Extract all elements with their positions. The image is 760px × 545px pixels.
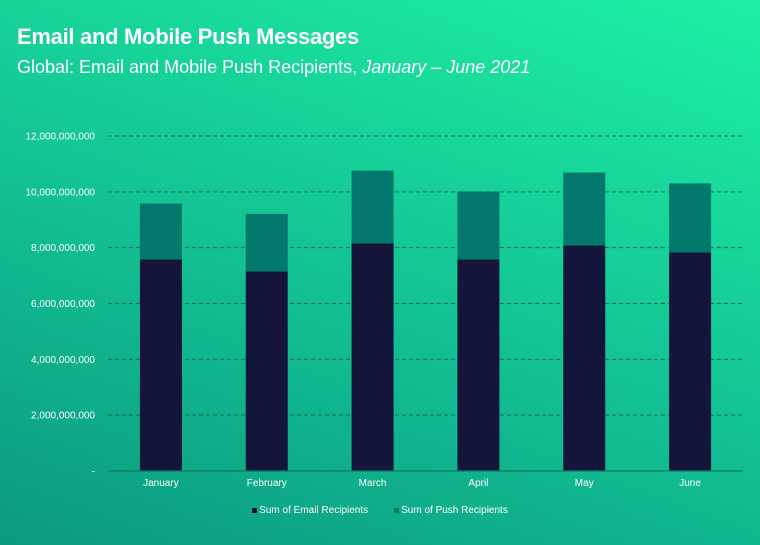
subtitle-main: Global: Email and Mobile Push Recipients… bbox=[17, 57, 363, 77]
legend-swatch-push bbox=[394, 508, 400, 513]
legend-swatch-email bbox=[252, 508, 258, 513]
bar-email bbox=[351, 243, 394, 471]
legend-label-push: Sum of Push Recipients bbox=[401, 505, 508, 516]
y-tick-label: 8,000,000,000 bbox=[31, 243, 95, 254]
legend-label-email: Sum of Email Recipients bbox=[259, 505, 369, 516]
y-tick-label: 10,000,000,000 bbox=[25, 187, 95, 198]
y-tick-label: 12,000,000,000 bbox=[25, 132, 95, 143]
chart-title: Email and Mobile Push Messages bbox=[17, 24, 359, 49]
bar-push bbox=[457, 191, 500, 260]
bar-email bbox=[563, 245, 606, 471]
legend: Sum of Email Recipients Sum of Push Reci… bbox=[0, 505, 760, 516]
x-tick-label: June bbox=[679, 478, 701, 489]
bar-email bbox=[669, 252, 712, 471]
bar-email bbox=[245, 271, 288, 471]
x-tick-label: February bbox=[247, 478, 287, 489]
bar-email bbox=[457, 259, 500, 471]
y-tick-label: 6,000,000,000 bbox=[31, 299, 95, 310]
y-tick-label: - bbox=[92, 467, 95, 478]
subtitle-date-range: January – June 2021 bbox=[362, 57, 531, 77]
bar-push bbox=[669, 183, 712, 253]
x-tick-label: January bbox=[143, 478, 179, 489]
bar-push bbox=[139, 203, 182, 260]
bar-push bbox=[563, 172, 606, 246]
y-tick-label: 4,000,000,000 bbox=[31, 355, 95, 366]
x-tick-label: April bbox=[468, 478, 488, 489]
legend-item-email: Sum of Email Recipients bbox=[252, 505, 368, 516]
legend-item-push: Sum of Push Recipients bbox=[394, 505, 508, 516]
bar-email bbox=[139, 259, 182, 471]
bar-push bbox=[245, 213, 288, 272]
y-tick-label: 2,000,000,000 bbox=[31, 411, 95, 422]
bar-push bbox=[351, 170, 394, 244]
chart-subtitle: Global: Email and Mobile Push Recipients… bbox=[17, 57, 530, 78]
x-tick-label: May bbox=[575, 478, 594, 489]
x-tick-label: March bbox=[359, 478, 387, 489]
